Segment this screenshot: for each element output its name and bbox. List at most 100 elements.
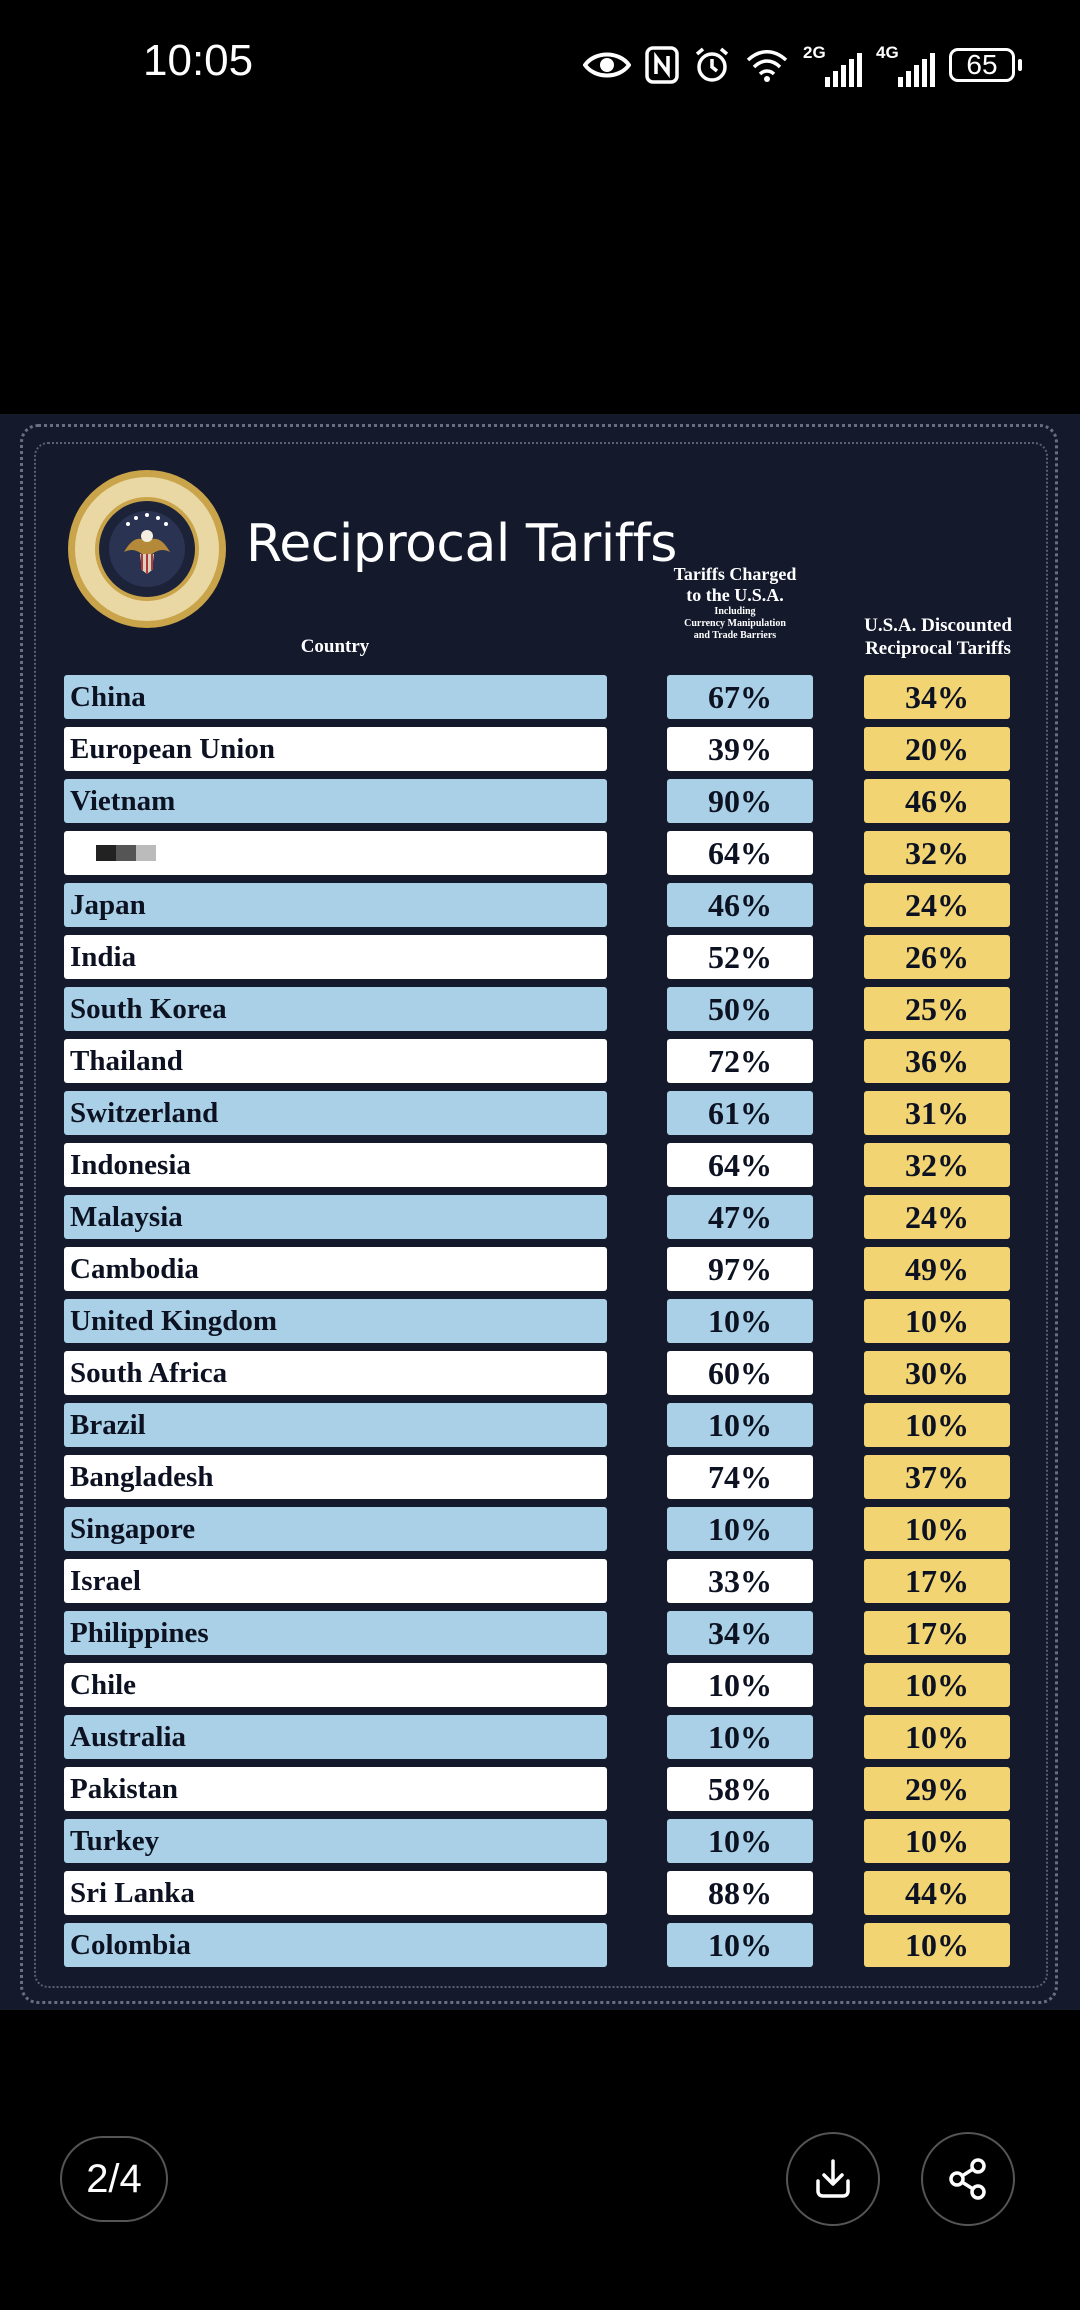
country-cell: Colombia	[64, 1923, 607, 1967]
battery-level: 65	[949, 48, 1015, 82]
charged-cell: 10%	[667, 1819, 813, 1863]
discounted-cell: 17%	[864, 1559, 1010, 1603]
discounted-cell: 10%	[864, 1663, 1010, 1707]
charged-cell: 46%	[667, 883, 813, 927]
charged-cell: 67%	[667, 675, 813, 719]
country-cell: Philippines	[64, 1611, 607, 1655]
country-cell: Bangladesh	[64, 1455, 607, 1499]
table-row: India 52% 26%	[0, 935, 1080, 979]
country-cell: Vietnam	[64, 779, 607, 823]
country-cell: Sri Lanka	[64, 1871, 607, 1915]
country-cell: Brazil	[64, 1403, 607, 1447]
charged-cell: 72%	[667, 1039, 813, 1083]
signal-icon: 4G	[876, 43, 935, 87]
charged-cell: 10%	[667, 1715, 813, 1759]
country-cell: Singapore	[64, 1507, 607, 1551]
discounted-cell: 32%	[864, 1143, 1010, 1187]
charged-cell: 64%	[667, 831, 813, 875]
discounted-cell: 10%	[864, 1299, 1010, 1343]
charged-cell: 88%	[667, 1871, 813, 1915]
discounted-cell: 10%	[864, 1923, 1010, 1967]
poster-border-inner	[34, 442, 1048, 1988]
header-charged-note2: Currency Manipulation	[684, 618, 786, 629]
download-button[interactable]	[786, 2132, 880, 2226]
country-cell: South Africa	[64, 1351, 607, 1395]
table-row: 64% 32%	[0, 831, 1080, 875]
charged-cell: 34%	[667, 1611, 813, 1655]
discounted-cell: 30%	[864, 1351, 1010, 1395]
battery-icon: 65	[949, 48, 1022, 82]
table-row: Chile 10% 10%	[0, 1663, 1080, 1707]
tariff-poster-image[interactable]: Reciprocal Tariffs Country Tariffs Charg…	[0, 414, 1080, 2010]
discounted-cell: 17%	[864, 1611, 1010, 1655]
charged-cell: 52%	[667, 935, 813, 979]
column-header-country: Country	[300, 636, 370, 657]
eye-icon	[583, 49, 631, 81]
discounted-cell: 36%	[864, 1039, 1010, 1083]
header-charged-line1: Tariffs Charged	[673, 564, 797, 584]
table-row: Japan 46% 24%	[0, 883, 1080, 927]
table-row: European Union 39% 20%	[0, 727, 1080, 771]
table-row: South Korea 50% 25%	[0, 987, 1080, 1031]
charged-cell: 39%	[667, 727, 813, 771]
country-cell: China	[64, 675, 607, 719]
charged-cell: 58%	[667, 1767, 813, 1811]
status-time: 10:05	[143, 36, 254, 85]
table-row: South Africa 60% 30%	[0, 1351, 1080, 1395]
country-cell: Australia	[64, 1715, 607, 1759]
country-cell: India	[64, 935, 607, 979]
country-cell: European Union	[64, 727, 607, 771]
discounted-cell: 10%	[864, 1403, 1010, 1447]
charged-cell: 10%	[667, 1507, 813, 1551]
share-button[interactable]	[921, 2132, 1015, 2226]
table-row: Colombia 10% 10%	[0, 1923, 1080, 1967]
charged-cell: 64%	[667, 1143, 813, 1187]
table-row: Thailand 72% 36%	[0, 1039, 1080, 1083]
discounted-cell: 46%	[864, 779, 1010, 823]
country-cell: Switzerland	[64, 1091, 607, 1135]
country-cell: Japan	[64, 883, 607, 927]
table-row: Sri Lanka 88% 44%	[0, 1871, 1080, 1915]
network-type-label: 4G	[876, 43, 899, 62]
table-row: Philippines 34% 17%	[0, 1611, 1080, 1655]
country-cell: Chile	[64, 1663, 607, 1707]
header-charged-line2: to the U.S.A.	[686, 585, 784, 605]
share-icon	[949, 2158, 986, 2200]
charged-cell: 74%	[667, 1455, 813, 1499]
discounted-cell: 37%	[864, 1455, 1010, 1499]
discounted-cell: 31%	[864, 1091, 1010, 1135]
charged-cell: 50%	[667, 987, 813, 1031]
table-row: Vietnam 90% 46%	[0, 779, 1080, 823]
country-cell: Malaysia	[64, 1195, 607, 1239]
table-row: Brazil 10% 10%	[0, 1403, 1080, 1447]
country-cell-redacted	[64, 831, 607, 875]
download-icon	[816, 2159, 850, 2198]
table-row: Switzerland 61% 31%	[0, 1091, 1080, 1135]
discounted-cell: 44%	[864, 1871, 1010, 1915]
discounted-cell: 29%	[864, 1767, 1010, 1811]
charged-cell: 10%	[667, 1299, 813, 1343]
charged-cell: 10%	[667, 1923, 813, 1967]
discounted-cell: 10%	[864, 1507, 1010, 1551]
table-row: Cambodia 97% 49%	[0, 1247, 1080, 1291]
charged-cell: 10%	[667, 1663, 813, 1707]
charged-cell: 33%	[667, 1559, 813, 1603]
header-discounted-line1: U.S.A. Discounted	[864, 615, 1012, 636]
poster-title: Reciprocal Tariffs	[246, 514, 677, 574]
column-header-tariffs-charged: Tariffs Charged to the U.S.A. Including …	[640, 564, 830, 642]
table-row: Israel 33% 17%	[0, 1559, 1080, 1603]
discounted-cell: 34%	[864, 675, 1010, 719]
discounted-cell: 20%	[864, 727, 1010, 771]
header-charged-note3: and Trade Barriers	[693, 630, 777, 641]
charged-cell: 90%	[667, 779, 813, 823]
table-row: Singapore 10% 10%	[0, 1507, 1080, 1551]
country-cell: Indonesia	[64, 1143, 607, 1187]
discounted-cell: 26%	[864, 935, 1010, 979]
alarm-icon	[693, 46, 731, 84]
page-indicator[interactable]: 2/4	[60, 2136, 168, 2222]
discounted-cell: 24%	[864, 883, 1010, 927]
table-row: Bangladesh 74% 37%	[0, 1455, 1080, 1499]
country-cell: Thailand	[64, 1039, 607, 1083]
charged-cell: 60%	[667, 1351, 813, 1395]
discounted-cell: 10%	[864, 1819, 1010, 1863]
